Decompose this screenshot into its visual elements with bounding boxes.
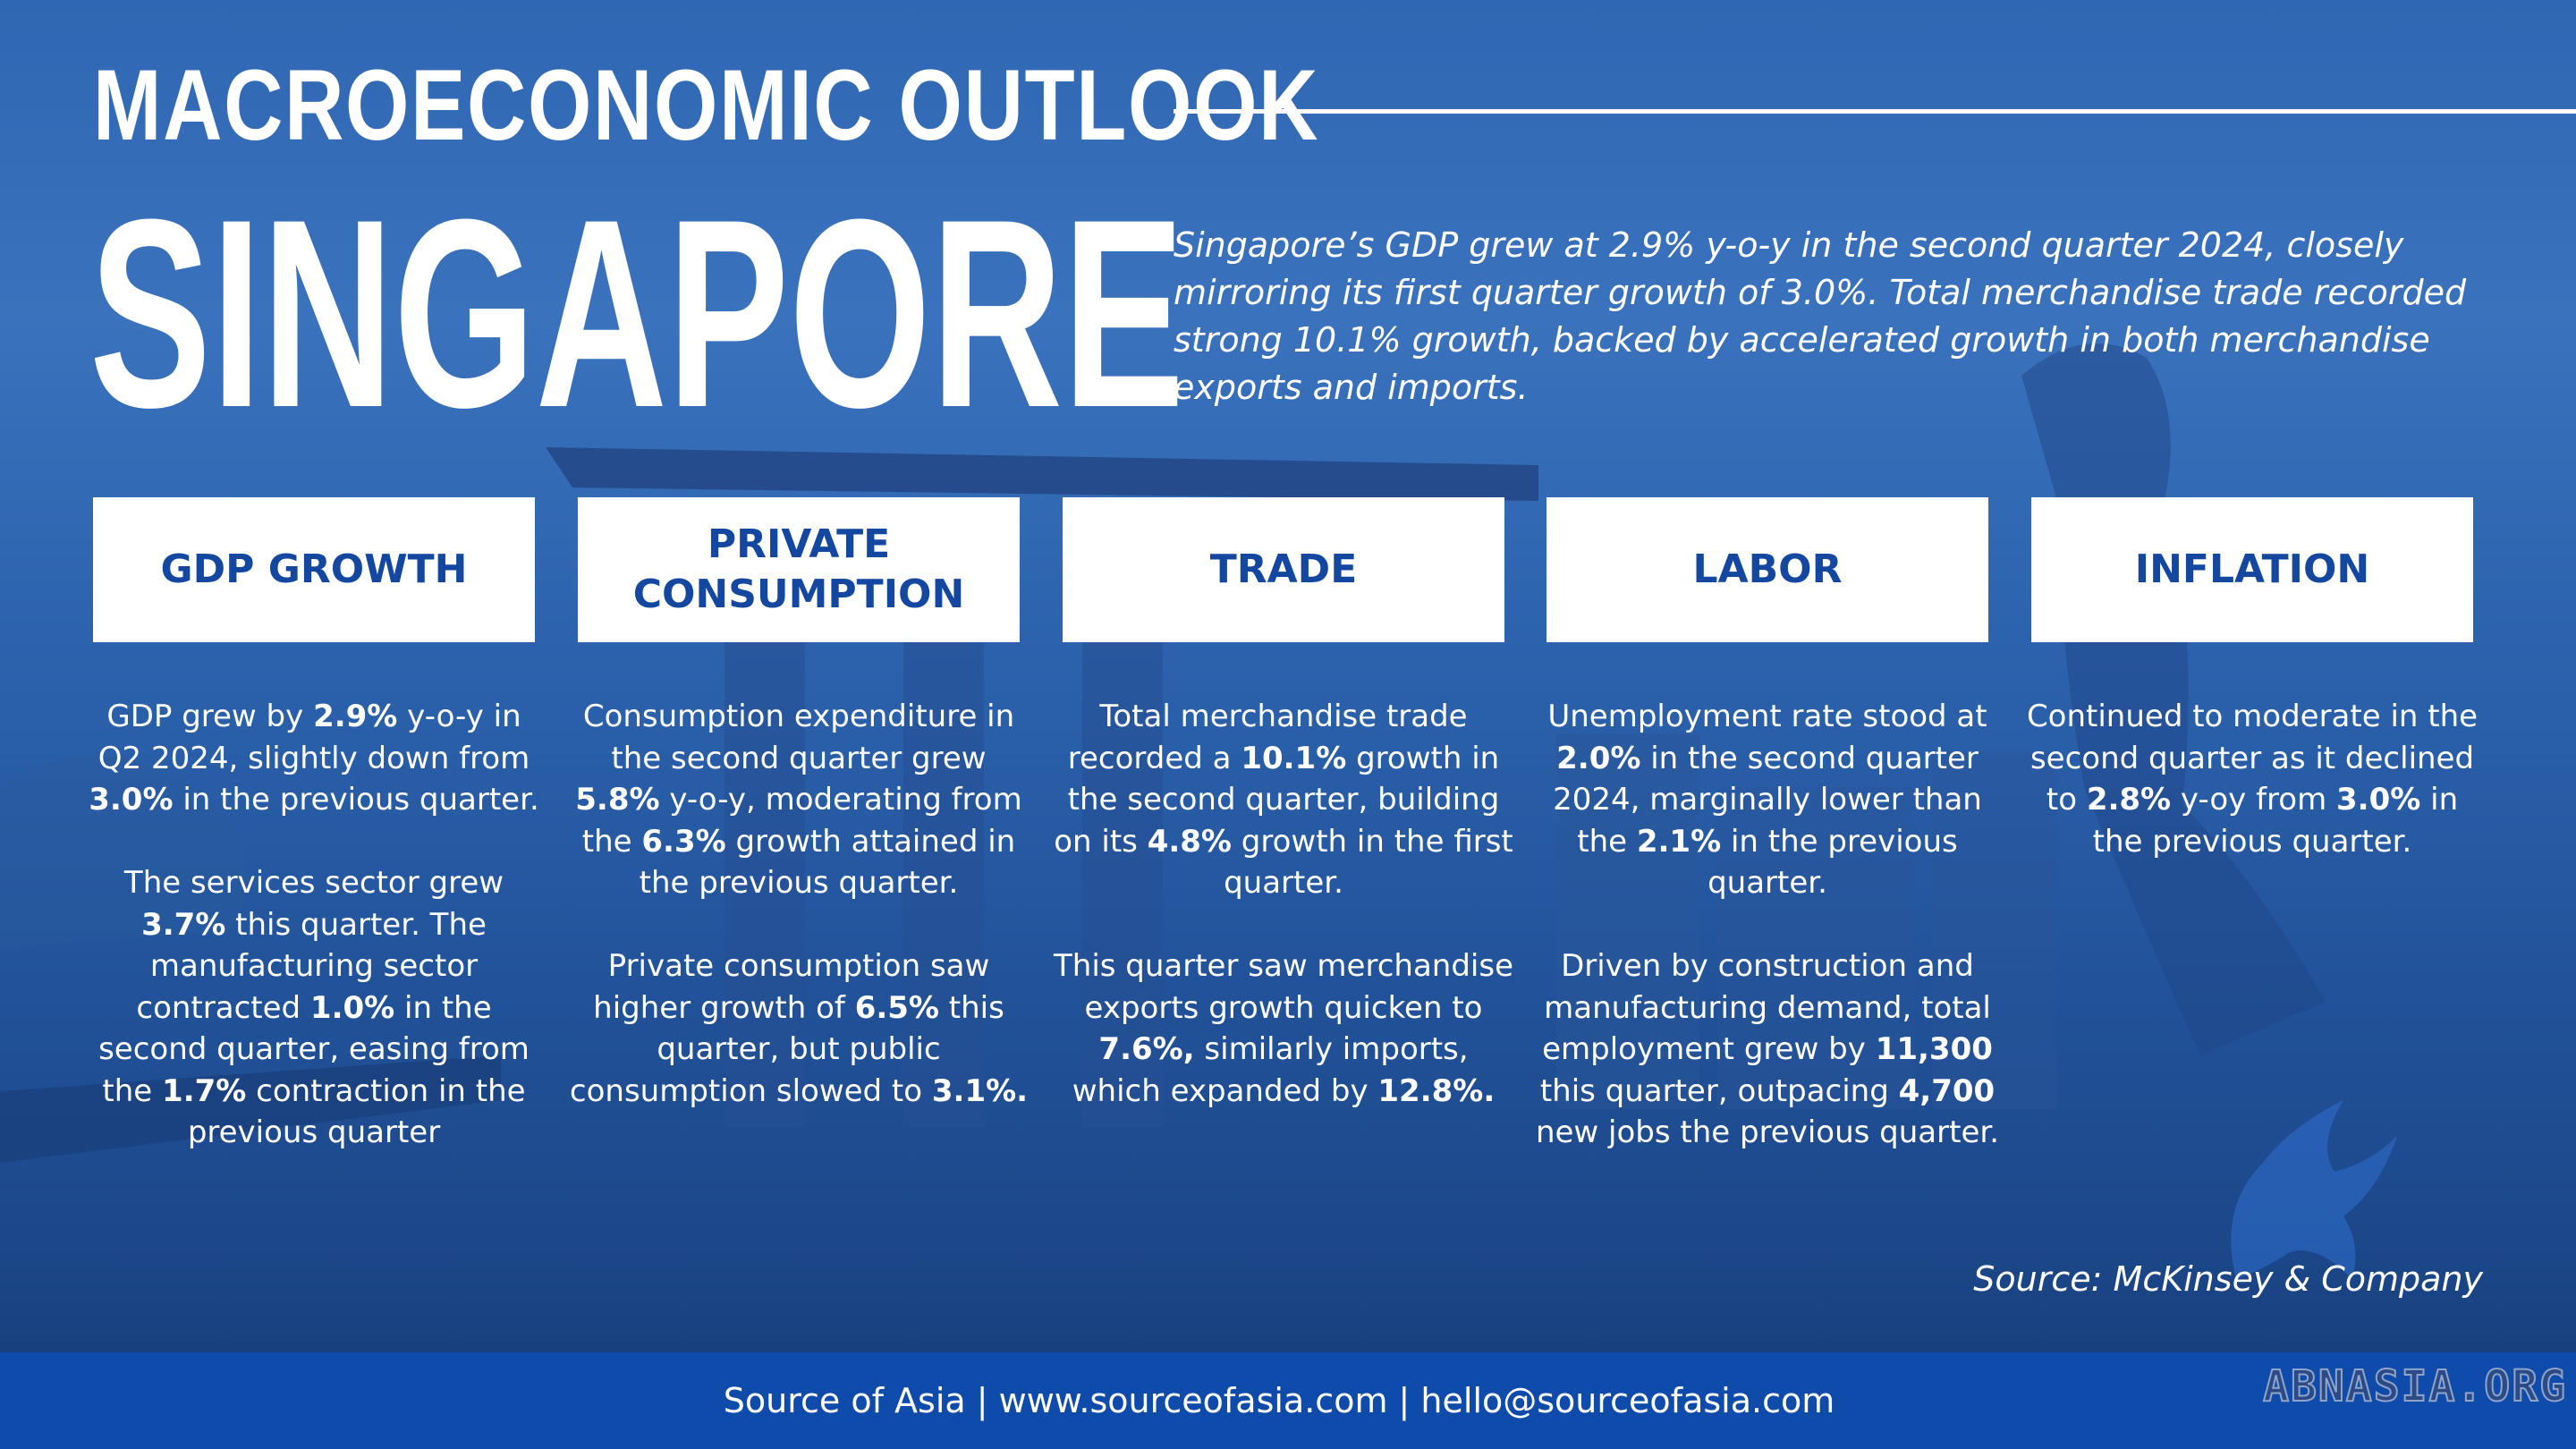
highlight-figure: 3.0% bbox=[2336, 782, 2421, 818]
text-run: y-oy from bbox=[2171, 782, 2337, 818]
text-run: this quarter, but public consumption slo… bbox=[569, 989, 1004, 1109]
griffin-logo-icon bbox=[2231, 1100, 2397, 1279]
highlight-figure: 2.0% bbox=[1556, 740, 1641, 776]
body-gdp-growth: GDP grew by 2.9% y-o-y in Q2 2024, sligh… bbox=[81, 696, 547, 1154]
column-paragraph: Consumption expenditure in the second qu… bbox=[566, 696, 1031, 904]
body-inflation: Continued to moderate in the second quar… bbox=[2020, 696, 2485, 862]
highlight-figure: 4,700 bbox=[1898, 1072, 1996, 1109]
highlight-figure: 11,300 bbox=[1875, 1031, 1993, 1067]
column-paragraph: The services sector grew 3.7% this quart… bbox=[81, 862, 547, 1154]
column-paragraph: Unemployment rate stood at 2.0% in the s… bbox=[1535, 696, 2000, 904]
highlight-figure: 2.8% bbox=[2086, 782, 2172, 818]
text-run: Unemployment rate stood at bbox=[1547, 699, 1987, 734]
text-run: in the second quarter, easing from the bbox=[98, 989, 530, 1109]
text-run: Consumption expenditure in the second qu… bbox=[582, 699, 1015, 776]
highlight-figure: 3.1%. bbox=[931, 1072, 1029, 1109]
column-paragraph: This quarter saw merchandise exports gro… bbox=[1051, 945, 1516, 1112]
source-note: Source: McKinsey & Company bbox=[1973, 1259, 2483, 1299]
text-run: Driven by construction and manufacturing… bbox=[1542, 948, 1991, 1067]
highlight-figure: 6.3% bbox=[641, 823, 726, 860]
highlight-figure: 2.9% bbox=[313, 699, 398, 734]
highlight-figure: 6.5% bbox=[854, 989, 939, 1026]
body-private-consumption: Consumption expenditure in the second qu… bbox=[566, 696, 1031, 1112]
text-run: contraction in the previous quarter bbox=[187, 1072, 526, 1151]
text-run: y-o-y, moderating from the bbox=[581, 782, 1022, 860]
watermark-text: ABNASIA.ORG bbox=[2262, 1360, 2567, 1412]
body-labor: Unemployment rate stood at 2.0% in the s… bbox=[1535, 696, 2000, 1154]
text-run: this quarter, outpacing bbox=[1539, 1072, 1899, 1109]
text-run: GDP grew by bbox=[106, 699, 314, 734]
footer-bar: Source of Asia | www.sourceofasia.com | … bbox=[0, 1352, 2576, 1449]
heading-trade: TRADE bbox=[1063, 497, 1504, 642]
highlight-figure: 4.8% bbox=[1147, 823, 1232, 860]
text-run: Total merchandise trade recorded a bbox=[1067, 699, 1468, 776]
text-run: in the second quarter 2024, marginally l… bbox=[1553, 740, 1982, 860]
body-trade: Total merchandise trade recorded a 10.1%… bbox=[1051, 696, 1516, 1112]
text-run: Continued to moderate in the second quar… bbox=[2026, 699, 2479, 818]
highlight-figure: 5.8% bbox=[575, 782, 660, 818]
footer-contact: Source of Asia | www.sourceofasia.com | … bbox=[723, 1381, 1835, 1420]
title-country: SINGAPORE bbox=[89, 163, 1185, 463]
heading-labor: LABOR bbox=[1546, 497, 1988, 642]
highlight-figure: 3.7% bbox=[141, 906, 226, 943]
highlight-figure: 1.7% bbox=[162, 1072, 247, 1109]
highlight-figure: 1.0% bbox=[309, 989, 395, 1026]
column-paragraph: Continued to moderate in the second quar… bbox=[2020, 696, 2485, 862]
heading-inflation: INFLATION bbox=[2031, 497, 2473, 642]
column-paragraph: Total merchandise trade recorded a 10.1%… bbox=[1051, 696, 1516, 904]
column-paragraph: GDP grew by 2.9% y-o-y in Q2 2024, sligh… bbox=[81, 696, 547, 821]
text-run: this quarter. The manufacturing sector c… bbox=[136, 906, 487, 1026]
text-run: The services sector grew bbox=[123, 865, 504, 901]
text-run: growth in the first quarter. bbox=[1224, 823, 1513, 902]
text-run: This quarter saw merchandise exports gro… bbox=[1054, 948, 1513, 1026]
heading-private-consumption: PRIVATE CONSUMPTION bbox=[578, 497, 1020, 642]
highlight-figure: 12.8%. bbox=[1377, 1072, 1496, 1109]
intro-summary: Singapore’s GDP grew at 2.9% y-o-y in th… bbox=[1174, 225, 2467, 407]
highlight-figure: 7.6%, bbox=[1098, 1031, 1195, 1067]
text-run: y-o-y in Q2 2024, slightly down from bbox=[97, 699, 530, 776]
highlight-figure: 10.1% bbox=[1241, 740, 1347, 776]
column-paragraph: Private consumption saw higher growth of… bbox=[566, 945, 1031, 1112]
highlight-figure: 3.0% bbox=[89, 782, 174, 818]
text-run: growth attained in the previous quarter. bbox=[639, 823, 1016, 902]
text-run: Private consumption saw higher growth of bbox=[593, 948, 990, 1026]
text-run: new jobs the previous quarter. bbox=[1535, 1114, 2000, 1150]
text-run: in the previous quarter. bbox=[2092, 782, 2459, 860]
header-divider bbox=[1174, 109, 2576, 114]
heading-gdp-growth: GDP GROWTH bbox=[93, 497, 535, 642]
text-run: in the previous quarter. bbox=[1707, 823, 1958, 902]
title-macroeconomic-outlook: MACROECONOMIC OUTLOOK bbox=[93, 49, 1320, 161]
column-paragraph: Driven by construction and manufacturing… bbox=[1535, 945, 2000, 1154]
text-run: similarly imports, which expanded by bbox=[1072, 1031, 1469, 1109]
text-run: growth in the second quarter, building o… bbox=[1054, 740, 1500, 860]
text-run: in the previous quarter. bbox=[173, 782, 539, 818]
highlight-figure: 2.1% bbox=[1636, 823, 1722, 860]
